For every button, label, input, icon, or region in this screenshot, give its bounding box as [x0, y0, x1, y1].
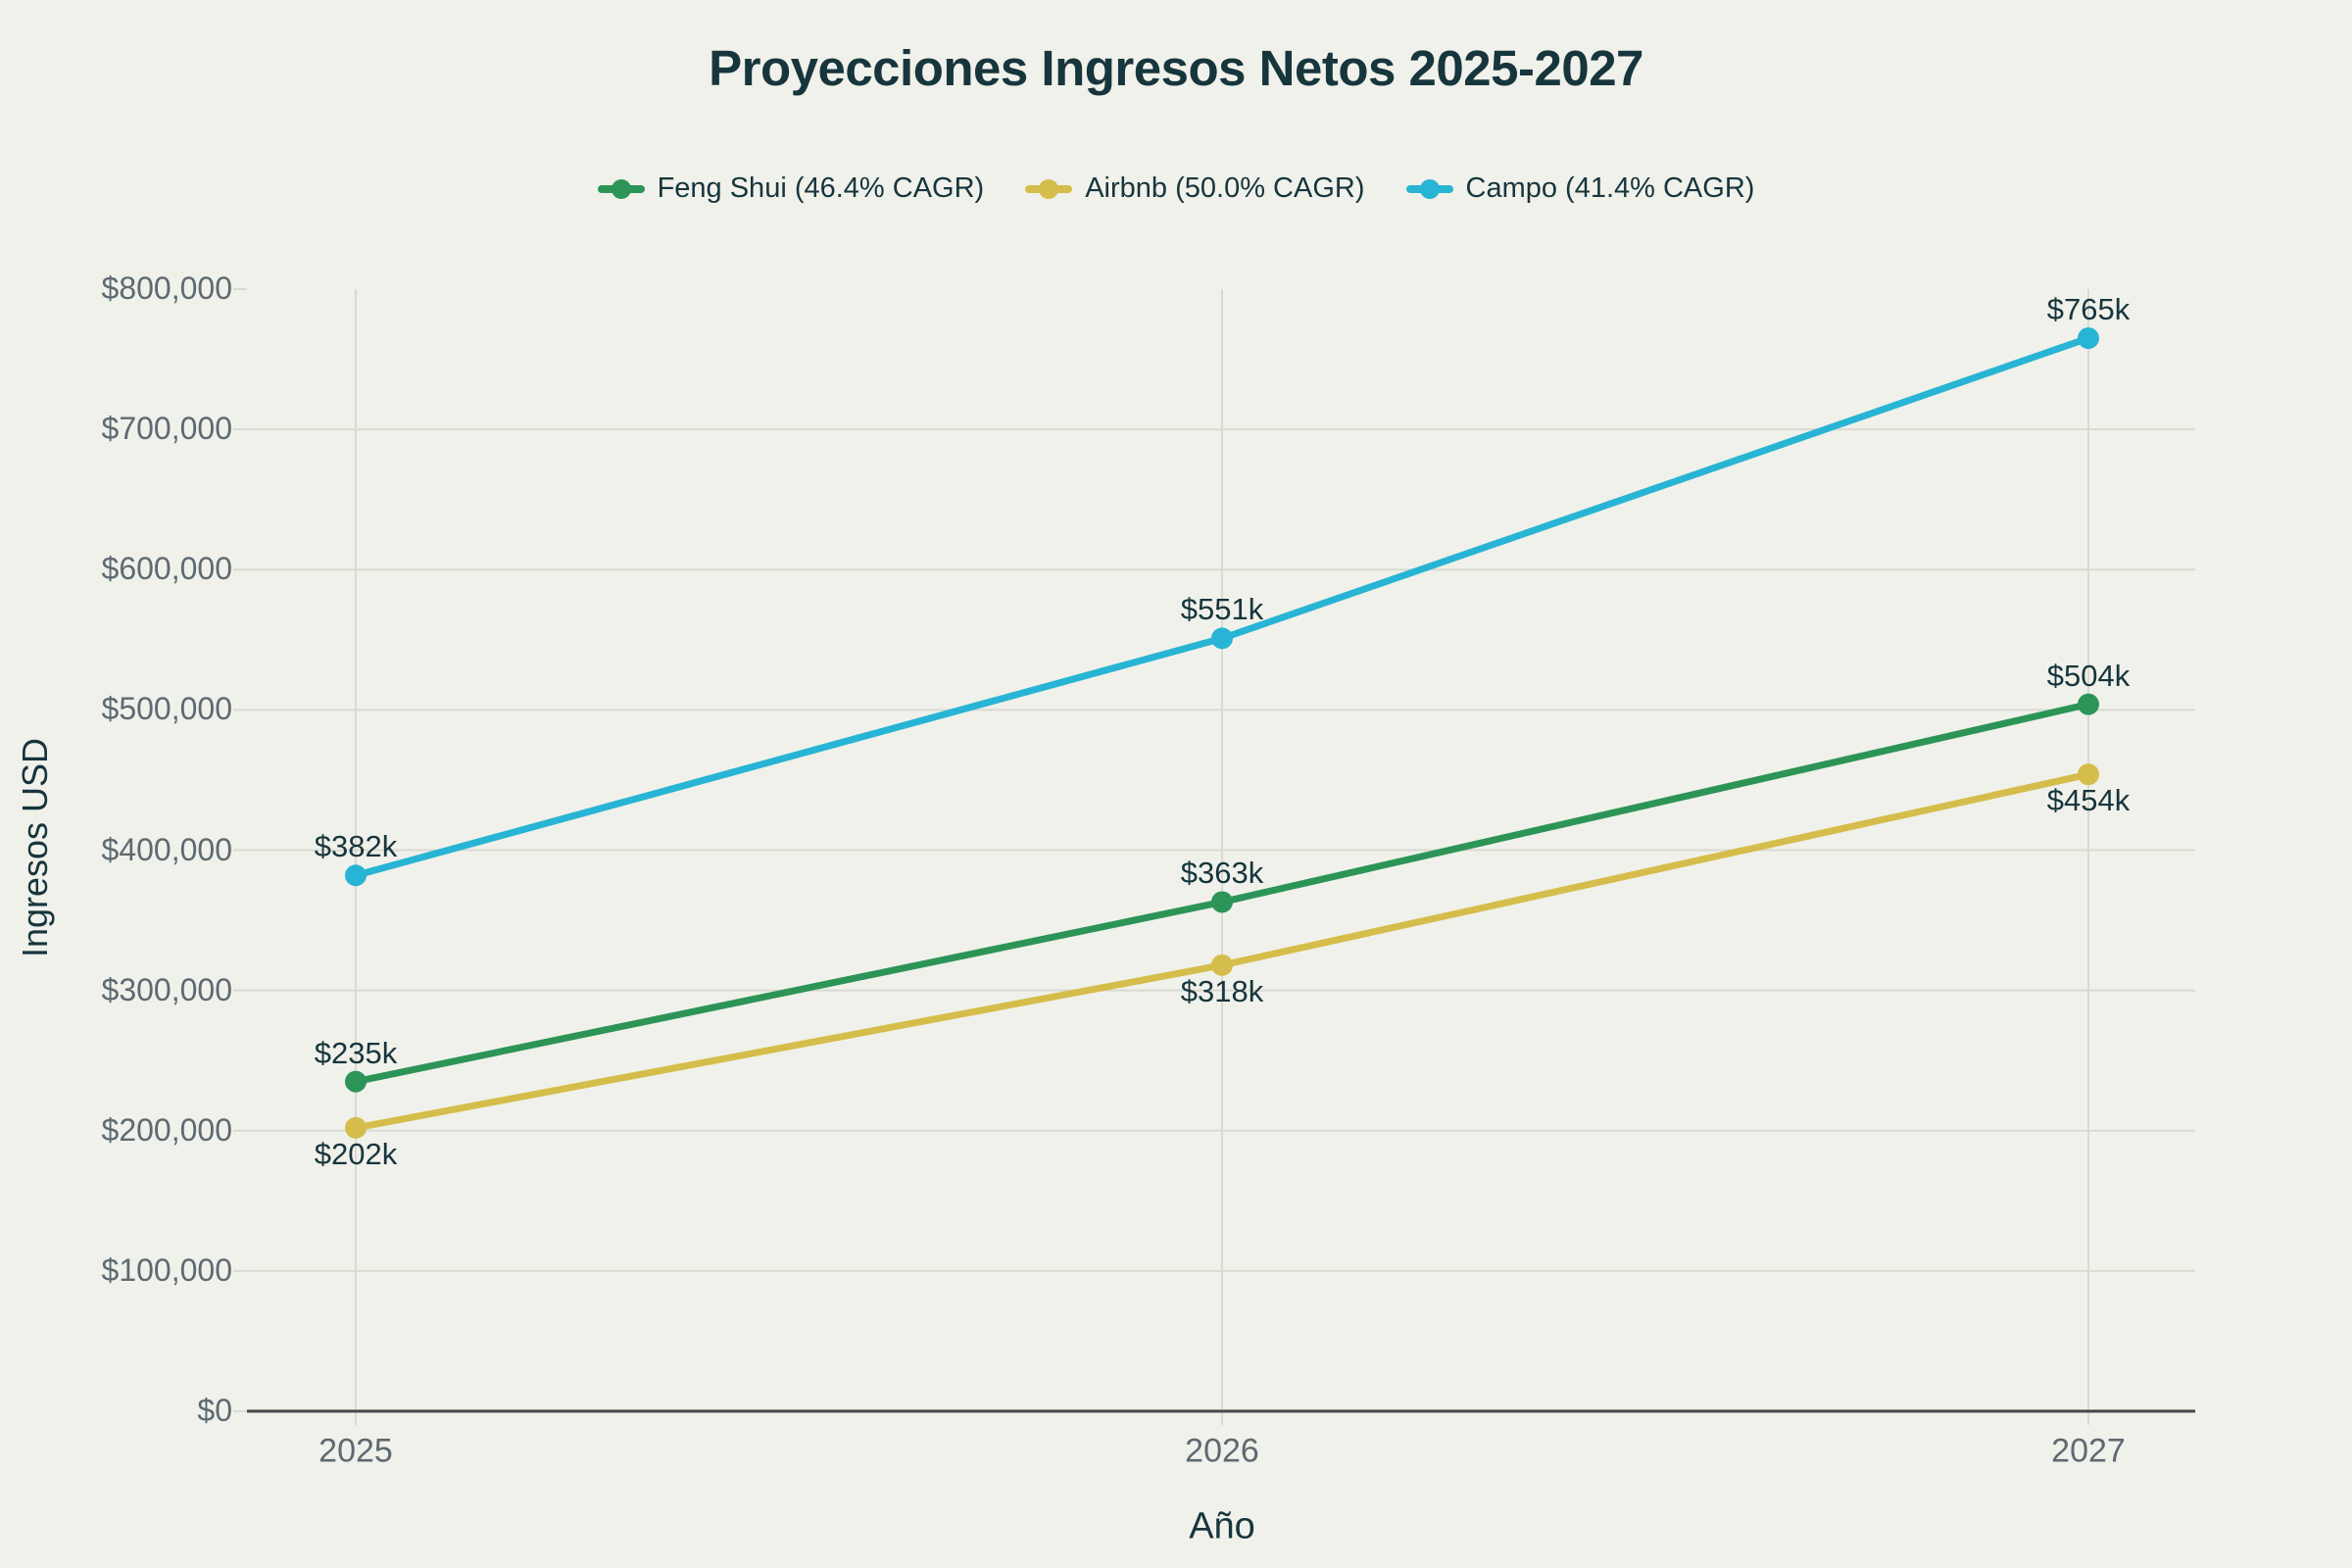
data-point: [345, 864, 367, 887]
legend-label: Feng Shui (46.4% CAGR): [657, 172, 985, 204]
legend-line-marker-icon: [1025, 178, 1073, 199]
data-point: [345, 1070, 367, 1093]
data-label: $765k: [2046, 292, 2131, 327]
x-tick-label: 2025: [318, 1432, 393, 1470]
legend-line-marker-icon: [597, 178, 645, 199]
legend-label: Airbnb (50.0% CAGR): [1085, 172, 1365, 204]
data-label: $504k: [2046, 658, 2131, 693]
data-point: [1211, 627, 1233, 650]
chart-title: Proyecciones Ingresos Netos 2025-2027: [709, 40, 1643, 96]
x-tick-label: 2027: [2051, 1432, 2126, 1470]
legend-dot-icon: [1039, 178, 1059, 199]
legend-line-marker-icon: [1405, 178, 1453, 199]
data-label: $382k: [314, 829, 398, 864]
data-point: [1211, 891, 1233, 913]
y-tick-label: $200,000: [101, 1111, 232, 1148]
y-tick-label: $800,000: [101, 270, 232, 306]
data-point: [2078, 693, 2099, 715]
y-tick-label: $100,000: [101, 1251, 232, 1288]
y-tick-label: $700,000: [101, 410, 232, 446]
data-label: $235k: [314, 1035, 398, 1070]
y-tick-label: $0: [197, 1392, 232, 1428]
data-point: [345, 1116, 367, 1139]
y-tick-label: $300,000: [101, 971, 232, 1007]
y-tick-label: $400,000: [101, 831, 232, 867]
x-tick-label: 2026: [1185, 1432, 1259, 1470]
data-label: $318k: [1180, 973, 1264, 1008]
legend-item-airbnb: Airbnb (50.0% CAGR): [1025, 172, 1365, 205]
legend-item-campo: Campo (41.4% CAGR): [1405, 172, 1755, 205]
data-label: $551k: [1180, 592, 1264, 627]
y-tick-label: $600,000: [101, 551, 232, 587]
legend-label: Campo (41.4% CAGR): [1465, 172, 1755, 204]
data-label: $454k: [2046, 783, 2131, 818]
data-point: [2078, 327, 2099, 350]
data-label: $363k: [1180, 856, 1264, 891]
y-tick-label: $500,000: [101, 691, 232, 727]
legend-dot-icon: [611, 178, 631, 199]
legend-dot-icon: [1419, 178, 1440, 199]
data-label: $202k: [314, 1136, 398, 1171]
x-axis-title: Año: [1189, 1505, 1255, 1547]
data-point: [2078, 763, 2099, 786]
legend-item-feng-shui: Feng Shui (46.4% CAGR): [597, 172, 985, 205]
legend: Feng Shui (46.4% CAGR) Airbnb (50.0% CAG…: [0, 172, 2352, 205]
data-point: [1211, 954, 1233, 976]
